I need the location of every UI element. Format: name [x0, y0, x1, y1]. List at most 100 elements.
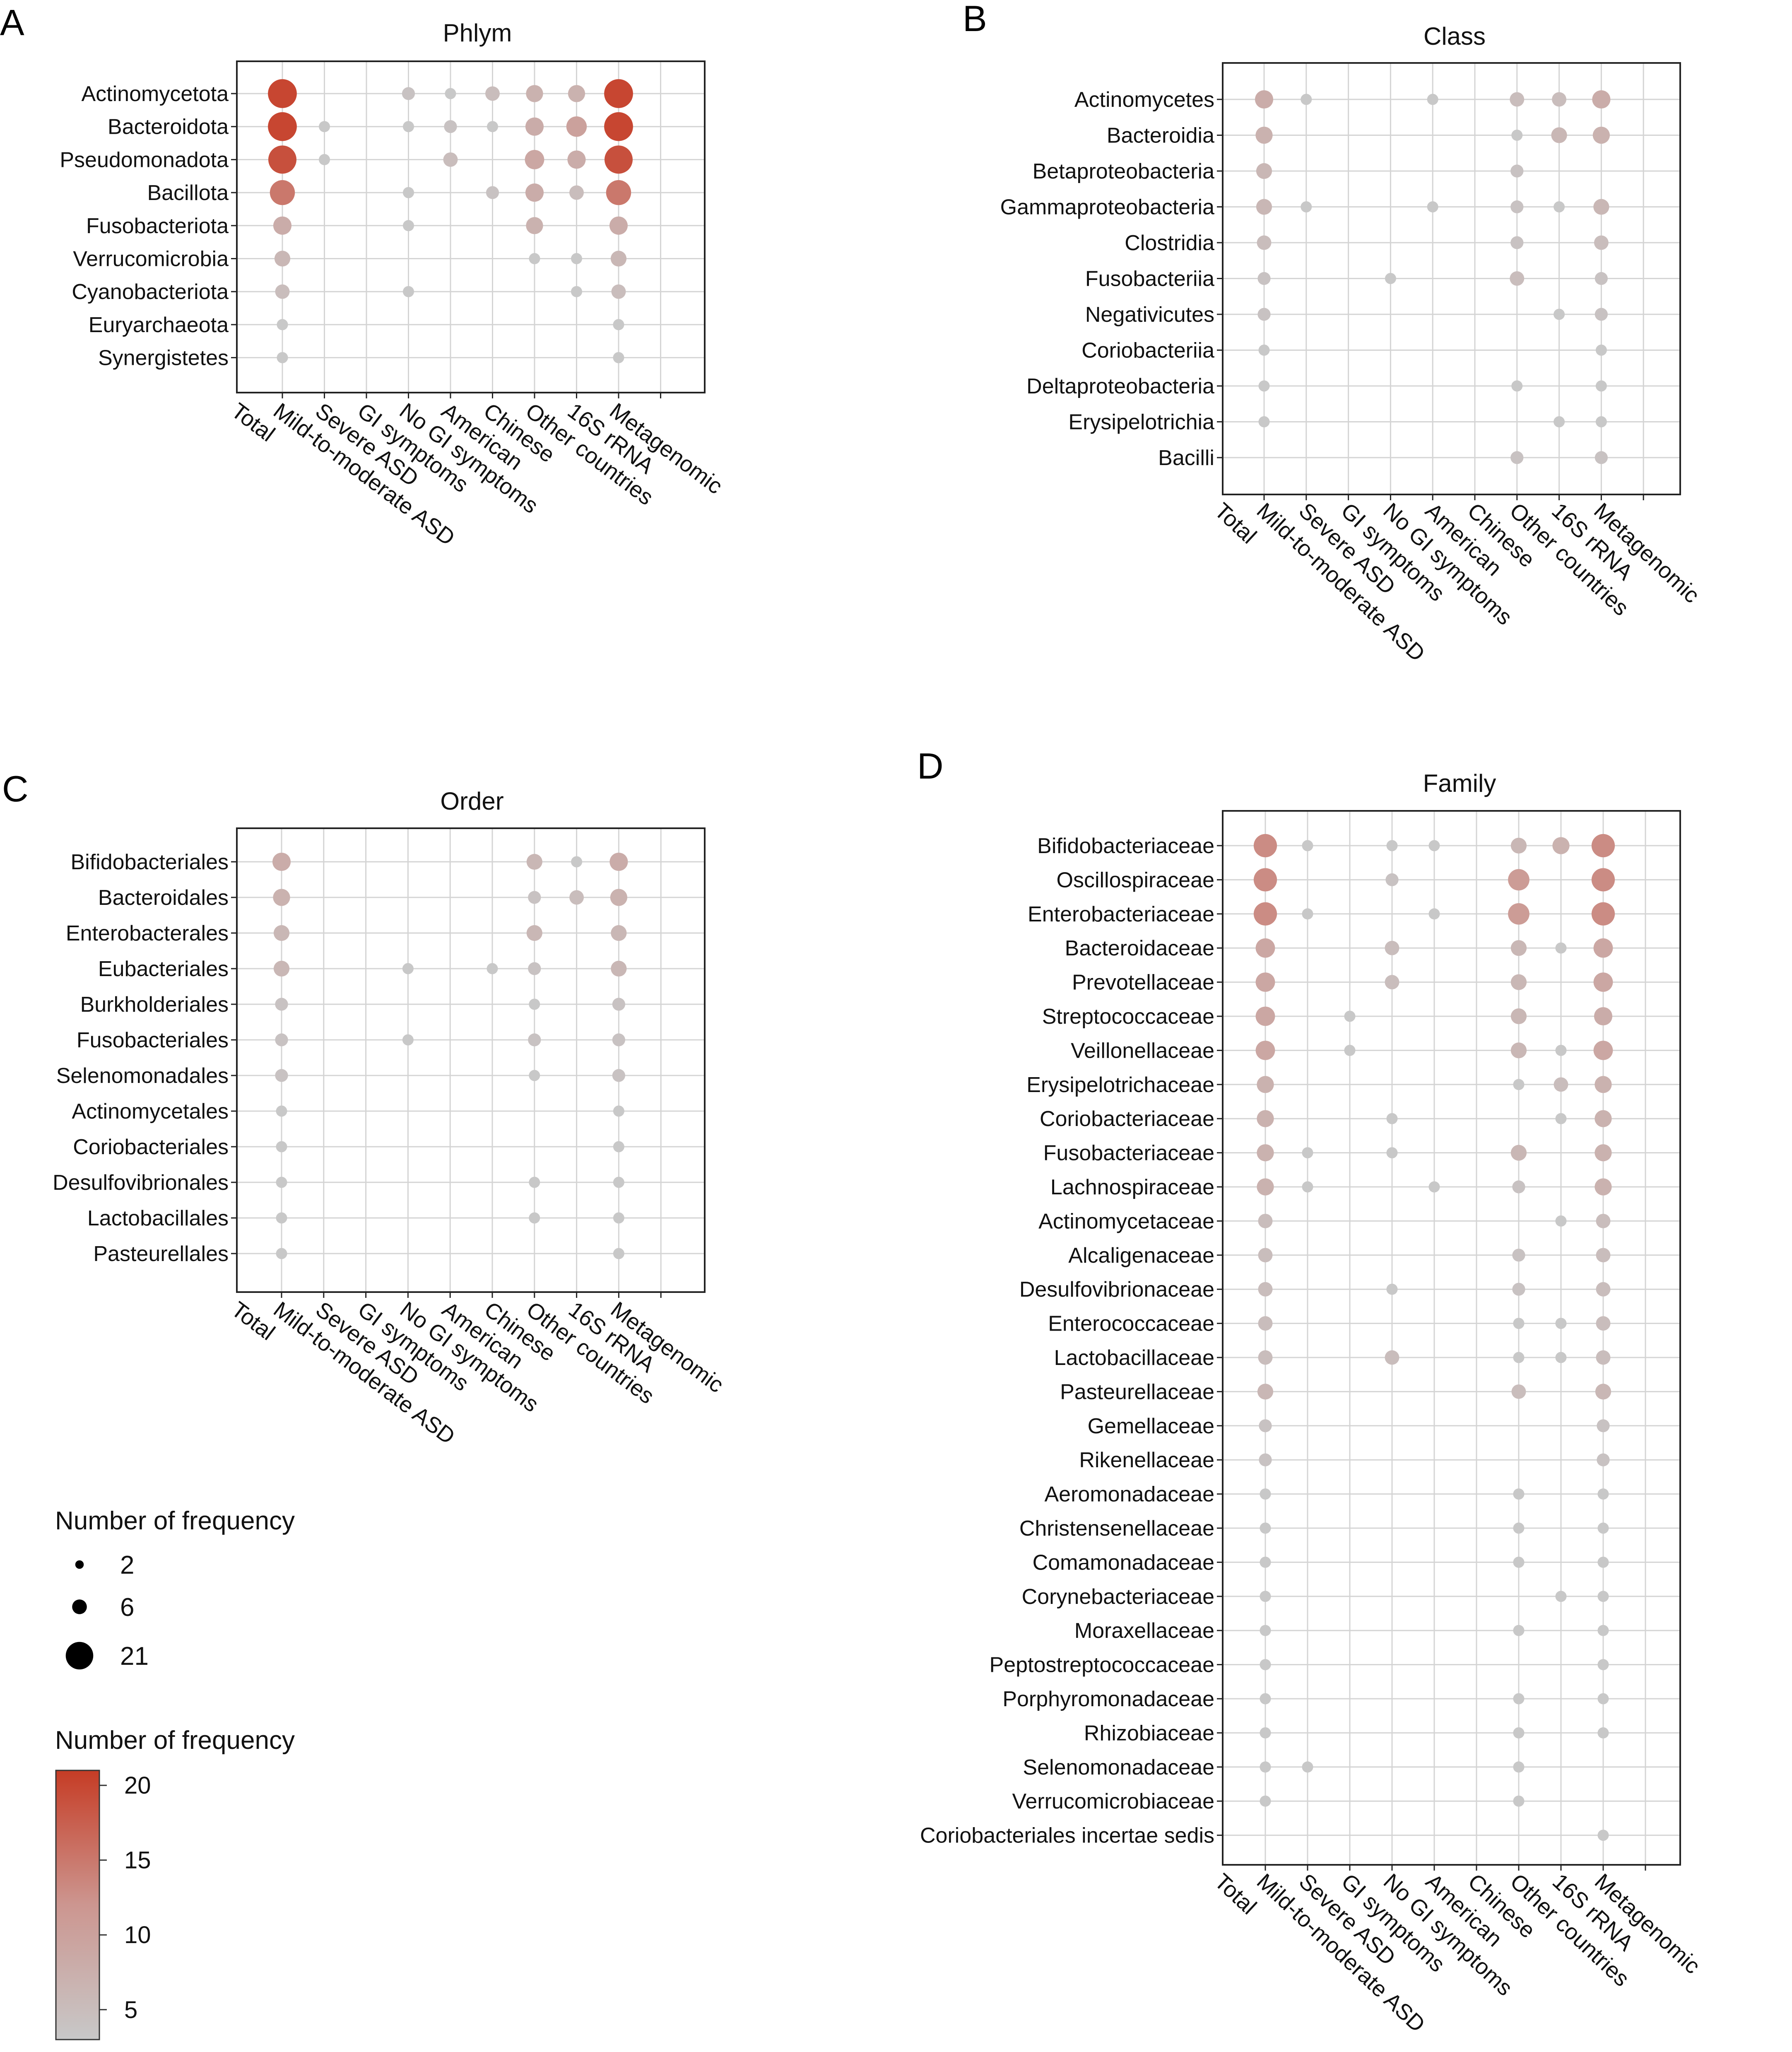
- data-point: [402, 187, 414, 198]
- data-point: [276, 1212, 287, 1224]
- row-label-synergistetes: Synergistetes: [98, 346, 229, 370]
- data-point: [1592, 126, 1610, 144]
- data-point: [1255, 126, 1273, 144]
- data-point: [276, 1141, 287, 1153]
- data-point: [1257, 1384, 1274, 1400]
- colorbar-tick-label: 20: [124, 1772, 151, 1799]
- size-legend-label: 2: [120, 1551, 134, 1579]
- data-point: [1260, 1556, 1271, 1568]
- data-point: [1597, 1419, 1610, 1432]
- data-point: [273, 960, 290, 977]
- data-point: [610, 251, 627, 267]
- data-point: [1596, 1248, 1611, 1263]
- data-point: [1256, 163, 1272, 179]
- panel-title: Family: [1423, 769, 1496, 797]
- panel-title: Class: [1423, 22, 1486, 50]
- row-label-bacteroidia: Bacteroidia: [1107, 124, 1214, 148]
- data-point: [528, 962, 541, 975]
- data-point: [605, 145, 633, 174]
- data-point: [526, 85, 543, 102]
- row-label-veillonellaceae: Veillonellaceae: [1071, 1039, 1214, 1063]
- data-point: [1256, 199, 1272, 215]
- row-label-euryarchaeota: Euryarchaeota: [89, 313, 229, 337]
- data-point: [276, 1248, 287, 1259]
- row-label-desulfovibrionales: Desulfovibrionales: [53, 1171, 229, 1195]
- row-label-enterobacterales: Enterobacterales: [66, 921, 229, 945]
- legend: Number of frequency 2 6 21 Number of frequ…: [55, 1507, 295, 2040]
- data-point: [275, 998, 288, 1011]
- data-point: [402, 1034, 414, 1046]
- data-point: [1301, 201, 1312, 213]
- data-point: [277, 352, 288, 364]
- data-point: [1591, 902, 1615, 926]
- data-point: [1385, 272, 1396, 285]
- data-point: [1257, 272, 1271, 285]
- data-point: [1554, 1077, 1568, 1092]
- data-point: [274, 251, 291, 267]
- data-point: [1597, 1453, 1610, 1466]
- row-label-desulfovibrionaceae: Desulfovibrionaceae: [1019, 1278, 1214, 1302]
- row-label-actinomycetales: Actinomycetales: [72, 1100, 229, 1124]
- data-point: [613, 1105, 624, 1117]
- data-point: [1258, 1248, 1273, 1263]
- data-point: [1257, 308, 1271, 321]
- data-point: [525, 150, 544, 169]
- data-point: [1259, 1419, 1272, 1432]
- plot-frame: [236, 827, 706, 1293]
- data-point: [611, 960, 627, 977]
- data-point: [1255, 938, 1275, 958]
- data-point: [1253, 902, 1277, 926]
- data-point: [1510, 974, 1527, 990]
- data-point: [445, 88, 456, 99]
- size-legend-dot: [65, 1642, 94, 1670]
- data-point: [1594, 235, 1609, 250]
- data-point: [1513, 1693, 1525, 1705]
- data-point: [1512, 1180, 1525, 1194]
- data-point: [526, 925, 542, 941]
- data-point: [529, 1177, 540, 1188]
- data-point: [1513, 1352, 1525, 1363]
- data-point: [1259, 1453, 1272, 1466]
- data-point: [273, 216, 292, 235]
- data-point: [1427, 201, 1438, 213]
- data-point: [610, 889, 628, 906]
- data-point: [1596, 1213, 1611, 1228]
- data-point: [528, 1033, 541, 1046]
- data-point: [1513, 1522, 1525, 1534]
- row-label-fusobacteriaceae: Fusobacteriaceae: [1043, 1141, 1214, 1165]
- data-point: [1385, 1350, 1399, 1365]
- data-point: [1302, 1181, 1313, 1193]
- data-point: [1597, 1556, 1609, 1568]
- data-point: [276, 1105, 287, 1117]
- data-point: [1428, 1181, 1440, 1193]
- data-point: [1253, 868, 1277, 892]
- data-point: [571, 253, 583, 265]
- row-label-pseudomonadota: Pseudomonadota: [60, 148, 229, 172]
- row-label-peptostreptococcaceae: Peptostreptococcaceae: [990, 1653, 1214, 1677]
- data-point: [1510, 164, 1524, 178]
- row-label-deltaproteobacteria: Deltaproteobacteria: [1026, 374, 1214, 398]
- data-point: [1594, 1007, 1613, 1026]
- data-point: [1512, 1249, 1525, 1262]
- data-point: [1595, 416, 1607, 428]
- data-point: [1595, 344, 1607, 356]
- data-point: [569, 890, 584, 905]
- data-point: [318, 154, 330, 165]
- data-point: [1554, 416, 1565, 428]
- data-point: [1597, 1693, 1609, 1705]
- row-label-bacteroidaceae: Bacteroidaceae: [1065, 936, 1214, 960]
- data-point: [569, 185, 584, 200]
- panel-letter: A: [0, 2, 24, 43]
- data-point: [1508, 869, 1529, 891]
- row-label-eubacteriales: Eubacteriales: [98, 957, 229, 981]
- data-point: [613, 1177, 624, 1188]
- data-point: [1597, 1488, 1609, 1500]
- row-label-porphyromonadaceae: Porphyromonadaceae: [1002, 1687, 1214, 1711]
- data-point: [613, 1248, 624, 1259]
- data-point: [1344, 1044, 1356, 1056]
- data-point: [1428, 908, 1440, 920]
- data-point: [1596, 1350, 1611, 1365]
- row-label-lachnospiraceae: Lachnospiraceae: [1050, 1175, 1214, 1199]
- data-point: [1594, 451, 1608, 464]
- size-legend-label: 21: [120, 1642, 149, 1671]
